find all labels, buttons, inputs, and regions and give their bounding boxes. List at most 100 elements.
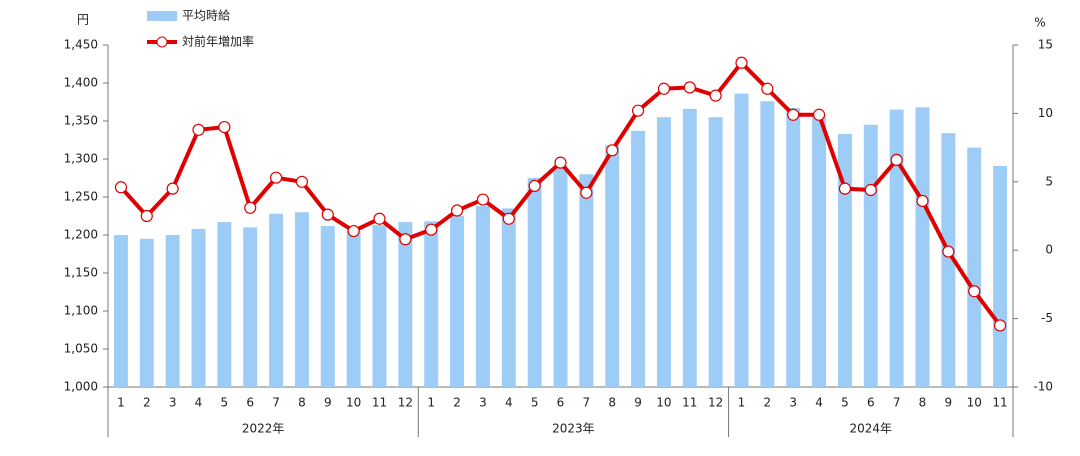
bar [579,174,594,387]
line-marker [373,212,386,225]
x-tick-label: 10 [967,396,982,410]
x-tick-label: 10 [656,396,671,410]
line-marker [450,204,464,217]
x-tick-label: 5 [841,396,849,410]
bar [760,101,775,388]
line-marker [554,156,567,169]
x-tick-label: 11 [682,396,697,410]
y-tick-label: 1,100 [64,304,98,318]
line-marker [114,181,128,194]
x-tick-label: 4 [195,396,203,410]
bar [553,165,568,387]
x-tick-label: 7 [893,396,901,410]
y2-unit: % [1034,16,1045,30]
legend-swatch [156,36,168,48]
bar [450,216,465,387]
line-marker [968,285,981,298]
bar [398,222,413,387]
legend-swatch [147,11,177,21]
x-tick-label: 3 [789,396,797,410]
line-marker [580,186,593,199]
x-group-label: 2023年 [552,422,595,436]
x-tick-label: 6 [867,396,875,410]
x-tick-label: 1 [117,396,125,410]
line-marker [218,120,231,134]
bar [993,165,1008,387]
bar [424,221,439,387]
line-marker [812,108,826,121]
bar [372,225,387,387]
bar [165,235,180,387]
line-marker [916,194,929,208]
line-marker [709,89,722,102]
line-marker [528,179,541,193]
x-tick-label: 9 [324,396,332,410]
y2-tick-label: 15 [1038,38,1053,52]
line-marker [942,245,955,258]
x-group-label: 2022年 [242,422,285,436]
line-marker [631,104,645,117]
line-marker [166,182,179,195]
y-tick-label: 1,050 [64,342,98,356]
bar [863,124,878,388]
line-marker [683,81,696,94]
x-tick-label: 4 [505,396,513,410]
bar [113,235,128,387]
bar [631,130,646,387]
line-marker [502,212,515,225]
x-tick-label: 2 [453,396,461,410]
y-tick-label: 1,300 [64,152,98,166]
x-tick-label: 3 [479,396,487,410]
line-marker [399,233,412,246]
bar [605,145,620,387]
line-marker [295,175,309,188]
y-tick-label: 1,000 [64,380,98,394]
bar [786,108,801,387]
x-tick-label: 12 [708,396,723,410]
line-marker [476,193,490,206]
bar [682,108,697,387]
y-tick-label: 1,150 [64,266,98,280]
x-tick-label: 6 [557,396,565,410]
line-marker [735,56,748,69]
x-tick-label: 12 [398,396,413,410]
bar [734,93,749,387]
line-marker [321,208,334,221]
x-tick-label: 8 [298,396,306,410]
x-tick-label: 1 [738,396,746,410]
x-tick-label: 7 [583,396,591,410]
line-marker [993,319,1007,332]
x-tick-label: 10 [346,396,361,410]
line-marker [140,209,153,223]
line-marker [347,224,360,238]
bar [269,213,284,387]
x-tick-label: 8 [608,396,616,410]
line-marker [244,201,257,214]
x-tick-label: 5 [221,396,229,410]
x-tick-label: 1 [427,396,435,410]
line-marker [606,144,619,157]
y-tick-label: 1,250 [64,190,98,204]
x-tick-label: 11 [992,396,1007,410]
bar [243,227,258,387]
bar [889,109,904,387]
bar [139,238,154,387]
x-tick-label: 6 [246,396,254,410]
line-marker [425,223,438,236]
bar [941,133,956,387]
bar [217,222,232,387]
y2-tick-label: 0 [1045,243,1053,257]
bar [812,116,827,387]
x-tick-label: 4 [815,396,823,410]
bar [967,147,982,387]
x-tick-label: 11 [372,396,387,410]
bar [320,225,335,387]
bar [708,117,723,387]
bar [191,228,206,387]
line-marker [890,153,903,167]
x-tick-label: 2 [143,396,151,410]
bar [527,178,542,387]
legend-label: 対前年増加率 [182,34,254,49]
bar [346,231,361,387]
